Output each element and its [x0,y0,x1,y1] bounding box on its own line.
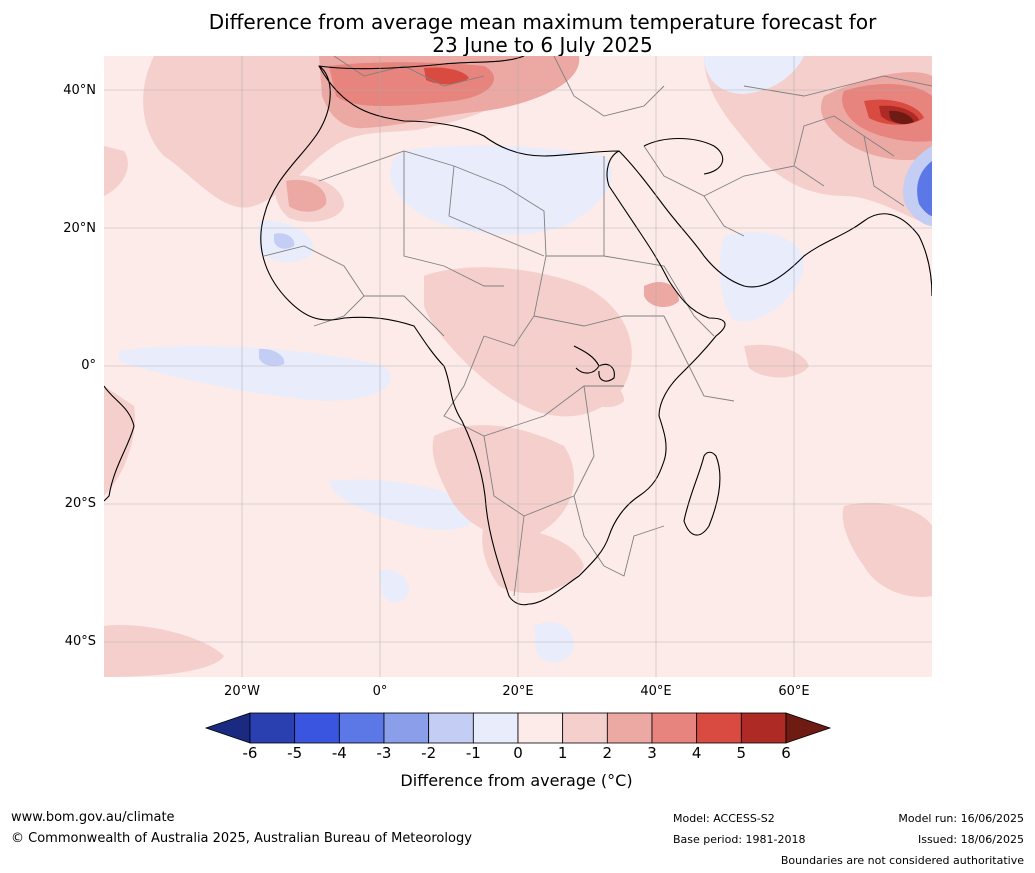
colorbar-tick-label: 5 [736,744,747,762]
colorbar-cell [338,712,385,744]
lon-label-0: 0° [372,684,388,699]
map-title-line-2: 23 June to 6 July 2025 [432,33,653,57]
colorbar-tick-label: 4 [691,744,702,762]
colorbar [204,712,832,744]
lat-label-40n: 40°N [63,83,96,98]
colorbar-cell [383,712,430,744]
model-name: Model: ACCESS-S2 [673,812,775,825]
colorbar-tick-label: 0 [513,744,523,762]
lon-label-20w: 20°W [224,684,260,699]
graticule [104,56,932,677]
colorbar-tick-label: 6 [781,744,791,762]
country-borders [263,56,932,597]
colorbar-cell [294,712,340,744]
lat-label-40s: 40°S [64,634,96,649]
colorbar-label-text: Difference from average (°C) [400,771,633,790]
colorbar-cells [204,712,832,744]
colorbar-tick-label: 2 [602,744,613,762]
colorbar-tick-label: -4 [331,744,347,762]
colorbar-cell [562,712,608,744]
colorbar-cell [740,712,787,744]
colorbar-cell [249,712,296,744]
colorbar-cell [651,712,698,744]
lon-label-60e: 60°E [778,684,810,699]
colorbar-cell-max [785,712,832,744]
lon-label-20e: 20°E [502,684,534,699]
colorbar-tick-label: -6 [242,744,258,762]
website-link[interactable]: www.bom.gov.au/climate [11,810,175,825]
map-canvas [104,56,932,677]
issued-date: Issued: 18/06/2025 [917,833,1024,846]
colorbar-cell [428,712,474,744]
lat-label-20n: 20°N [63,221,96,236]
colorbar-cell [517,712,564,744]
model-run-date: Model run: 16/06/2025 [898,812,1024,825]
lat-label-equator: 0° [81,358,96,373]
colorbar-tick-label: 1 [557,744,568,762]
base-period: Base period: 1981-2018 [673,833,806,846]
forecast-map [104,56,932,677]
anomaly-shading [104,56,932,677]
colorbar-cell [606,712,653,744]
colorbar-label: Difference from average (°C) [0,772,1035,790]
lon-label-40e: 40°E [640,684,672,699]
colorbar-tick-label: -2 [421,744,437,762]
colorbar-cell [472,712,519,744]
colorbar-tick-label: 3 [647,744,657,762]
lat-label-20s: 20°S [64,496,96,511]
boundaries-disclaimer: Boundaries are not considered authoritat… [780,854,1024,867]
colorbar-tick-label: -3 [376,744,392,762]
map-title-line-1: Difference from average mean maximum tem… [208,10,877,34]
colorbar-tick-label: -1 [465,744,481,762]
copyright-notice: © Commonwealth of Australia 2025, Austra… [11,831,472,846]
colorbar-cell-min [204,712,251,744]
colorbar-cell [696,712,742,744]
coastlines [104,56,932,606]
colorbar-tick-label: -5 [287,744,303,762]
